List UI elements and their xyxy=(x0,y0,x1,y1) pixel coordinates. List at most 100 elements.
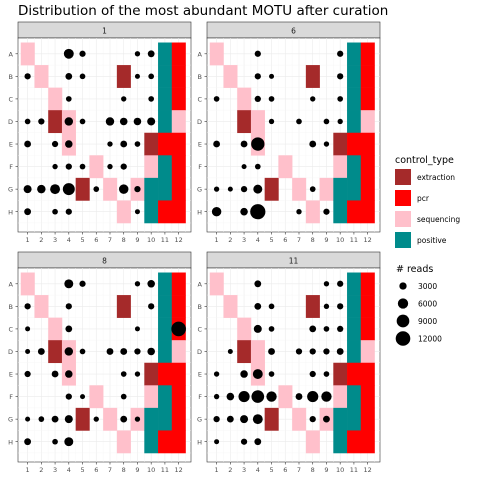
control-tile-pcr xyxy=(171,132,186,156)
data-point xyxy=(134,209,140,215)
control-tile-sequencing xyxy=(34,295,49,318)
data-point xyxy=(309,325,317,333)
data-point xyxy=(251,137,265,151)
control-tile-pcr xyxy=(171,87,186,111)
control-tile-sequencing xyxy=(116,430,131,454)
facet-label: 6 xyxy=(291,27,296,36)
control-tile-pcr xyxy=(171,385,186,409)
y-tick-label: H xyxy=(197,438,202,446)
data-point xyxy=(50,184,61,195)
data-point xyxy=(213,96,220,102)
control-tile-pcr xyxy=(360,87,375,111)
x-tick-label: 4 xyxy=(67,236,71,244)
control-tile-extraction xyxy=(305,295,320,318)
data-point xyxy=(295,348,303,355)
y-tick-label: B xyxy=(9,73,13,81)
control-tile-extraction xyxy=(116,65,131,88)
control-tile-sequencing xyxy=(237,317,252,341)
x-tick-label: 11 xyxy=(350,236,358,244)
control-tile-sequencing xyxy=(171,110,186,134)
control-tile-pcr xyxy=(171,430,186,454)
data-point xyxy=(65,303,72,310)
data-point xyxy=(79,280,86,287)
legend-key-positive xyxy=(395,232,411,248)
y-tick-label: A xyxy=(198,50,203,58)
data-point xyxy=(147,117,156,126)
control-tile-positive xyxy=(158,407,173,431)
control-tile-positive xyxy=(333,407,348,431)
y-tick-label: E xyxy=(198,371,202,379)
x-tick-label: 1 xyxy=(26,466,30,474)
control-tile-pcr xyxy=(171,65,186,88)
data-point xyxy=(106,348,114,355)
control-tile-pcr xyxy=(158,132,173,156)
control-tile-positive xyxy=(347,65,362,88)
y-tick-label: E xyxy=(9,371,13,379)
legend-key-pcr xyxy=(395,190,411,206)
control-tile-pcr xyxy=(158,430,173,454)
data-point xyxy=(148,96,155,102)
control-tiles xyxy=(20,272,186,454)
x-tick-label: 5 xyxy=(269,466,273,474)
data-point xyxy=(268,118,275,125)
data-point xyxy=(211,206,222,217)
control-tile-positive xyxy=(158,272,173,296)
data-point xyxy=(63,48,74,59)
control-tile-sequencing xyxy=(223,65,238,88)
data-point xyxy=(52,438,58,445)
data-point xyxy=(134,51,141,57)
control-tile-sequencing xyxy=(278,385,293,409)
data-point xyxy=(38,416,45,422)
data-point xyxy=(323,371,330,377)
x-tick-label: 10 xyxy=(336,236,344,244)
data-point xyxy=(253,184,263,194)
data-point xyxy=(268,348,275,355)
legend-label: 6000 xyxy=(418,300,437,309)
control-tile-pcr xyxy=(347,200,362,224)
control-tile-pcr xyxy=(347,132,362,156)
data-point xyxy=(323,326,330,332)
control-tile-extraction xyxy=(305,65,320,88)
control-tile-extraction xyxy=(333,362,348,386)
x-tick-label: 12 xyxy=(175,466,183,474)
x-tick-label: 6 xyxy=(94,466,98,474)
control-tile-sequencing xyxy=(305,430,320,454)
y-tick-label: D xyxy=(8,118,13,126)
control-tile-pcr xyxy=(360,385,375,409)
legend-label: 9000 xyxy=(418,317,437,326)
control-tile-positive xyxy=(347,155,362,179)
data-point xyxy=(227,186,233,192)
x-tick-label: 1 xyxy=(215,236,219,244)
y-tick-label: G xyxy=(197,416,202,424)
legend-label: positive xyxy=(417,236,447,245)
legend-key-extraction xyxy=(395,169,411,185)
control-tile-sequencing xyxy=(319,177,334,201)
control-tile-sequencing xyxy=(89,385,104,409)
data-point xyxy=(337,303,344,310)
points xyxy=(23,48,156,216)
x-tick-label: 6 xyxy=(283,236,287,244)
x-tick-label: 5 xyxy=(269,236,273,244)
y-tick-label: D xyxy=(197,118,202,126)
x-tick-label: 10 xyxy=(336,466,344,474)
control-tile-sequencing xyxy=(48,317,63,341)
legend-size-key xyxy=(397,298,409,309)
y-tick-label: H xyxy=(197,208,202,216)
y-tick-label: E xyxy=(9,141,13,149)
data-point xyxy=(107,163,113,170)
data-point xyxy=(65,96,72,102)
data-point xyxy=(25,416,31,422)
control-tile-pcr xyxy=(171,407,186,431)
x-tick-label: 10 xyxy=(147,236,155,244)
control-tile-sequencing xyxy=(209,42,224,66)
data-point xyxy=(25,326,31,332)
control-tile-sequencing xyxy=(223,295,238,318)
data-point xyxy=(79,50,86,57)
control-tile-pcr xyxy=(360,65,375,88)
data-point xyxy=(25,348,31,354)
y-tick-label: G xyxy=(8,416,13,424)
control-tile-sequencing xyxy=(250,110,265,134)
